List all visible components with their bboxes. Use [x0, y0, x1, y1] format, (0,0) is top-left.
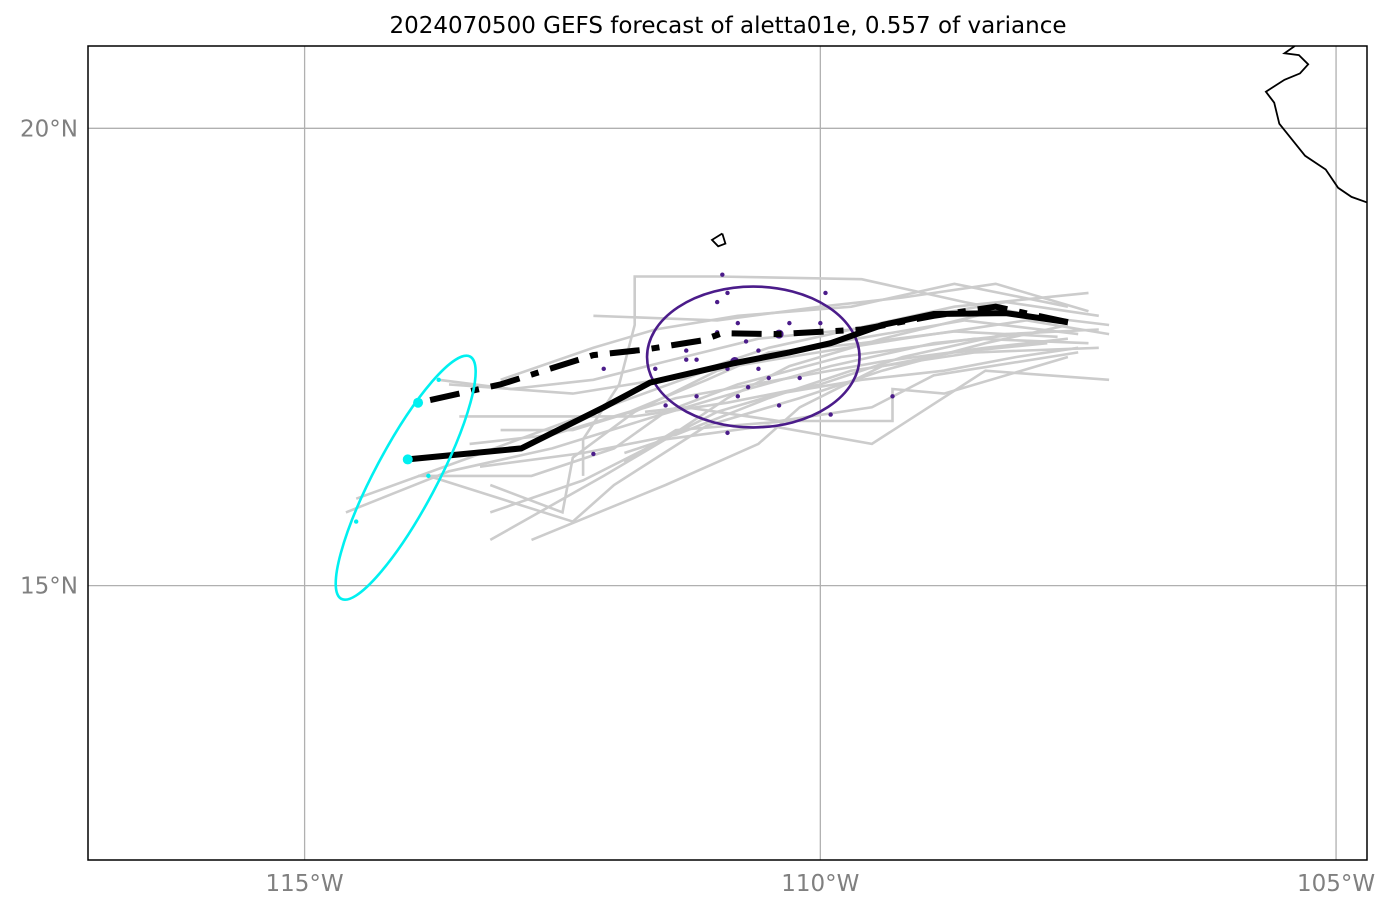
mid-point — [601, 366, 606, 372]
mid-point — [797, 375, 802, 381]
mid-point — [787, 320, 792, 326]
mid-point — [818, 320, 823, 326]
mid-point — [694, 394, 699, 399]
lon-tick-label: 110°W — [781, 871, 859, 897]
lat-tick-label: 20°N — [20, 116, 78, 142]
lat-tick-label: 15°N — [20, 574, 78, 600]
main-tracks — [407, 303, 1069, 463]
member-track-11 — [593, 282, 1089, 322]
latitude-tick-labels: 20°N 15°N — [20, 116, 78, 599]
mid-point — [720, 272, 725, 277]
mid-point — [766, 375, 771, 381]
end-point — [353, 519, 359, 524]
mid-point — [756, 348, 761, 353]
member-track-15 — [459, 328, 1099, 418]
ensemble-mean-track — [407, 310, 1069, 463]
end-uncertainty-ellipse — [334, 354, 477, 601]
forecast-track-dashed — [417, 303, 1069, 406]
end-forecast-ellipse — [334, 354, 477, 601]
mid-point — [684, 357, 689, 362]
mid-point — [725, 430, 730, 436]
mid-point — [735, 394, 741, 399]
mid-point — [714, 299, 720, 305]
longitude-tick-labels: 115°W 110°W 105°W — [266, 871, 1376, 897]
map-background — [88, 46, 1367, 860]
mid-point — [828, 412, 833, 417]
mid-point — [663, 403, 668, 408]
member-track-5 — [500, 282, 1069, 382]
mid-point — [745, 384, 751, 390]
mid-uncertainty-ellipse — [645, 285, 861, 429]
member-track-19 — [623, 355, 1069, 464]
mid-point — [653, 366, 658, 372]
mid-point — [684, 348, 689, 353]
member-track-10 — [479, 346, 1099, 468]
member-track-13 — [428, 323, 1069, 524]
end-forecast-points — [353, 377, 441, 524]
ensemble-members — [345, 275, 1110, 542]
member-track-20 — [531, 341, 1048, 542]
end-point — [413, 397, 424, 408]
member-track-14 — [469, 330, 1058, 446]
mid-point — [890, 394, 895, 399]
chart-title: 2024070500 GEFS forecast of aletta01e, 0… — [390, 13, 1067, 39]
coastline-segment — [1264, 46, 1367, 204]
lon-tick-label: 115°W — [266, 871, 344, 897]
island-outline — [710, 232, 727, 248]
mid-point — [591, 451, 596, 457]
mid-point — [743, 339, 749, 344]
mid-point — [735, 320, 741, 326]
map-frame — [87, 45, 1368, 861]
member-track-7 — [345, 330, 1048, 514]
member-track-9 — [500, 337, 1069, 432]
mid-point — [776, 403, 782, 408]
mid-point — [756, 366, 761, 372]
member-track-16 — [438, 291, 1089, 391]
mid-point — [725, 290, 730, 296]
mid-point — [694, 357, 699, 362]
end-point — [402, 454, 413, 465]
gridlines — [88, 46, 1367, 860]
mid-point — [823, 290, 828, 296]
coastline — [710, 46, 1367, 248]
end-point — [426, 473, 431, 479]
end-point — [436, 377, 441, 383]
lon-tick-label: 105°W — [1297, 871, 1375, 897]
mid-forecast-ellipse — [645, 285, 861, 429]
